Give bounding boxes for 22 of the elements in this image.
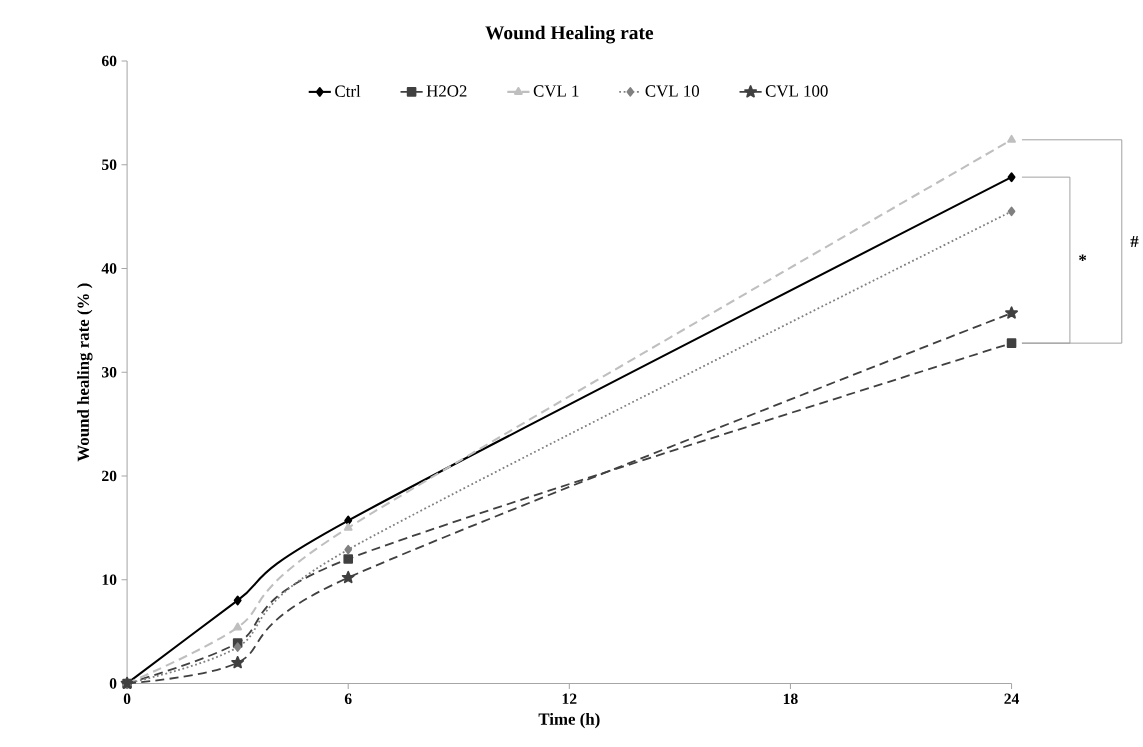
y-axis-title: Wound healing rate (% ) xyxy=(77,283,93,462)
text: * xyxy=(1079,254,1087,261)
legend-label: Ctrl xyxy=(335,85,361,97)
legend-label: CVL 100 xyxy=(765,85,828,97)
y-tick-label: 10 xyxy=(102,574,117,585)
y-tick-label: 40 xyxy=(101,263,117,274)
legend-label: CVL 1 xyxy=(533,85,579,97)
legend-label: CVL 10 xyxy=(645,85,700,97)
legend-label: H2O2 xyxy=(426,85,467,97)
y-tick-label: 0 xyxy=(109,678,117,689)
x-tick-label: 6 xyxy=(344,693,352,704)
x-axis-title: Time (h) xyxy=(538,712,600,729)
x-tick-label: 18 xyxy=(783,693,798,705)
y-tick-label: 50 xyxy=(102,159,117,170)
y-tick-label: 20 xyxy=(102,470,117,482)
text: # xyxy=(1130,235,1139,247)
chart-title: Wound Healing rate xyxy=(485,25,654,44)
y-tick-label: 30 xyxy=(102,366,117,378)
x-tick-label: 0 xyxy=(123,693,131,705)
y-tick-label: 60 xyxy=(101,55,117,67)
x-tick-label: 24 xyxy=(1004,693,1020,704)
x-tick-label: 12 xyxy=(562,693,577,704)
